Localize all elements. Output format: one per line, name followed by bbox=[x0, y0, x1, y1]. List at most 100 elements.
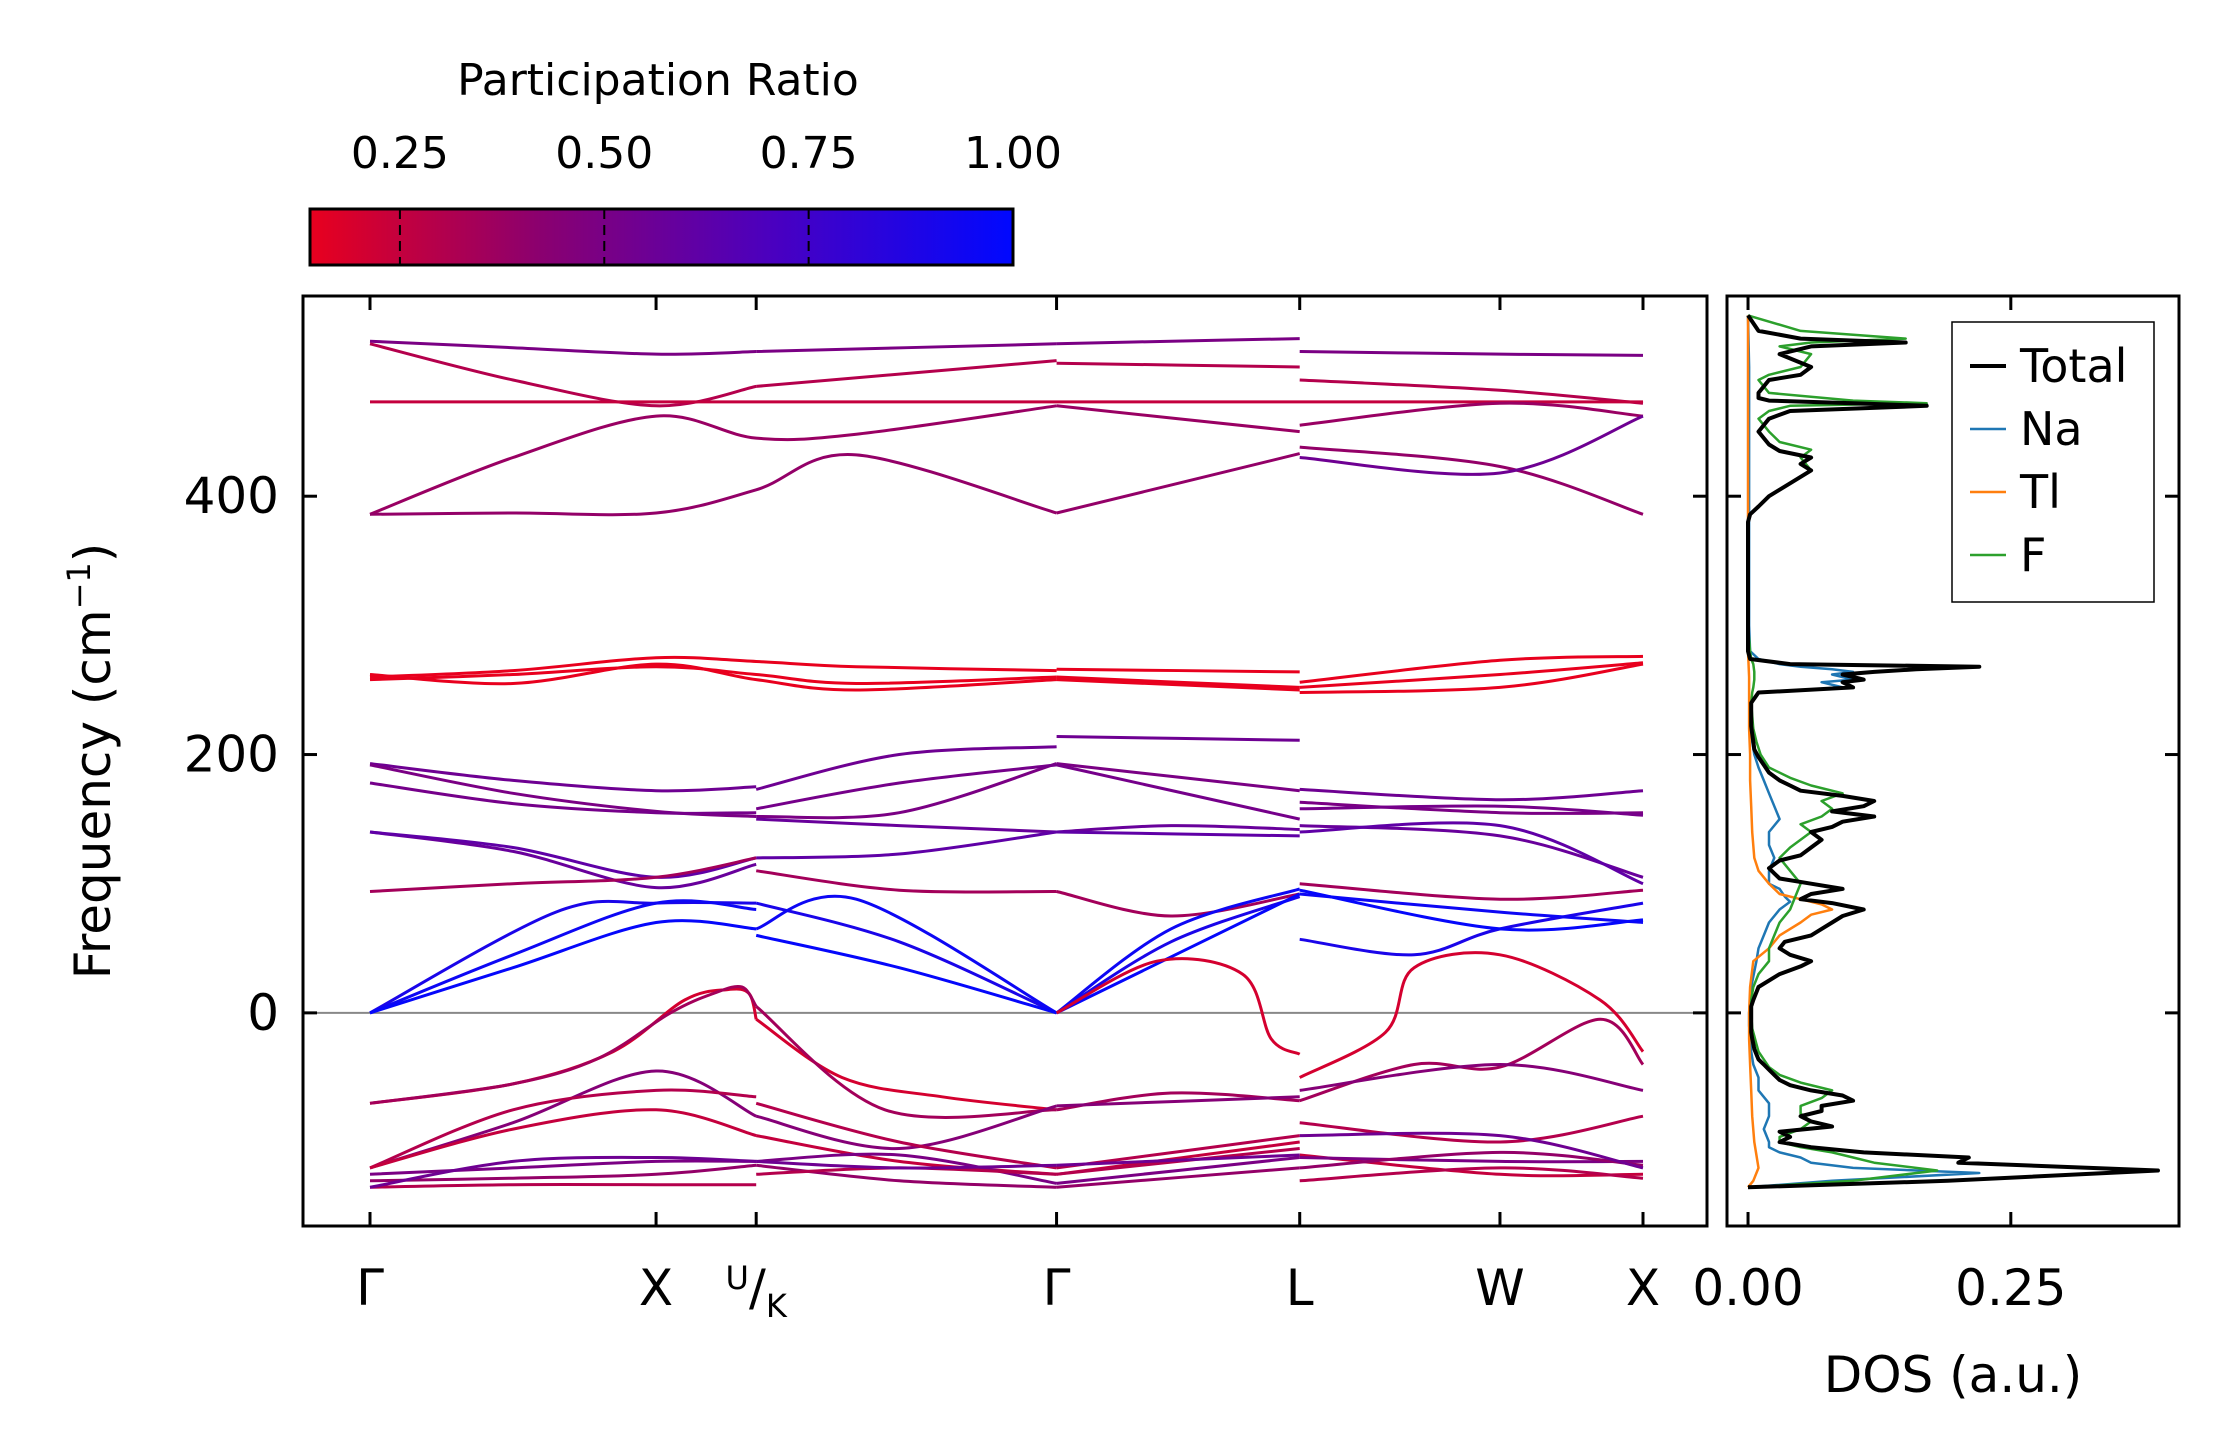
phonon-band-segment bbox=[755, 763, 1057, 811]
phonon-band-segment bbox=[1299, 661, 1644, 689]
phonon-band-segment bbox=[1056, 452, 1301, 515]
phonon-band-segment bbox=[369, 453, 1058, 517]
phonon-band-segment bbox=[1299, 787, 1644, 802]
phonon-band-segment bbox=[1056, 824, 1300, 834]
phonon-band-segment bbox=[1056, 830, 1300, 838]
colorbar-title: Participation Ratio bbox=[457, 55, 859, 106]
phonon-band-segment bbox=[369, 1163, 757, 1183]
phonon-band-segment bbox=[1299, 901, 1644, 957]
phonon-bands bbox=[369, 337, 1645, 1189]
phonon-band-segment bbox=[756, 817, 1057, 834]
colorbar-gradient bbox=[308, 207, 1015, 267]
phonon-band-segment bbox=[369, 404, 1057, 516]
colorbar-tick-label: 0.50 bbox=[555, 128, 653, 179]
phonon-band-segment bbox=[1298, 951, 1645, 1079]
dos-curve-total bbox=[1746, 314, 2160, 1190]
phonon-band-segment bbox=[369, 1155, 757, 1189]
dos-axes-frame bbox=[1725, 294, 2181, 1228]
colorbar-tick-label: 0.75 bbox=[760, 128, 858, 179]
phonon-band-segment bbox=[1299, 821, 1644, 886]
phonon-band-segment bbox=[369, 987, 758, 1105]
phonon-band-segment bbox=[369, 781, 757, 815]
phonon-band-segment bbox=[1299, 445, 1644, 516]
phonon-band-segment bbox=[755, 933, 1058, 1015]
phonon-band-segment bbox=[756, 830, 1057, 860]
phonon-band-segment bbox=[756, 1159, 1057, 1170]
band-y-axis-label: Frequency (cm−1) bbox=[60, 543, 122, 980]
phonon-band-segment bbox=[1299, 350, 1644, 357]
colorbar-ticks: 0.25 0.50 0.75 1.00 bbox=[351, 128, 1062, 265]
phonon-band-segment bbox=[1055, 892, 1301, 1015]
phonon-band-segment bbox=[1056, 361, 1300, 369]
phonon-band-segment bbox=[755, 901, 1058, 1015]
phonon-band-segment bbox=[756, 1152, 1057, 1185]
dos-y-ticks bbox=[1727, 494, 2179, 1015]
phonon-band-segment bbox=[755, 1018, 1057, 1112]
band-structure-panel: 0 200 400 Γ X U/K Γ L W X Frequency (cm−1) bbox=[60, 294, 1709, 1325]
phonon-band-segment bbox=[1299, 804, 1644, 817]
phonon-band-segment bbox=[1299, 654, 1644, 684]
phonon-band-segment bbox=[1299, 401, 1644, 427]
legend-label-tl: Tl bbox=[2019, 465, 2061, 519]
phonon-band-segment bbox=[755, 1101, 1057, 1170]
phonon-band-segment bbox=[755, 1005, 1057, 1119]
k-point-label: Γ bbox=[356, 1259, 384, 1317]
k-point-label: W bbox=[1475, 1259, 1524, 1317]
band-y-tick-label: 400 bbox=[184, 467, 279, 525]
legend-label-na: Na bbox=[2020, 402, 2083, 456]
phonon-band-segment bbox=[1299, 1150, 1644, 1170]
phonon-band-segment bbox=[755, 894, 1058, 1015]
phonon-band-segment bbox=[1056, 1166, 1300, 1189]
phonon-band-segment bbox=[1055, 895, 1301, 1015]
phonon-band-segment bbox=[1056, 404, 1300, 434]
y-label-superscript: −1 bbox=[60, 562, 98, 609]
band-y-tick-label: 200 bbox=[184, 726, 279, 784]
phonon-band-segment bbox=[756, 359, 1057, 388]
band-axes-frame bbox=[301, 294, 1709, 1228]
k-label-separator: / bbox=[749, 1259, 766, 1317]
phonon-band-segment bbox=[1055, 957, 1301, 1056]
phonon-band-segment bbox=[1299, 662, 1644, 694]
colorbar-tick-label: 0.25 bbox=[351, 128, 449, 179]
phonon-band-segment bbox=[1299, 1166, 1644, 1183]
phonon-band-segment bbox=[369, 763, 757, 818]
phonon-band-segment bbox=[1299, 1114, 1644, 1144]
y-label-close: ) bbox=[64, 543, 122, 563]
y-label-main: Frequency (cm bbox=[64, 609, 122, 979]
phonon-band-segment bbox=[1299, 882, 1644, 901]
phonon-band-segment bbox=[1056, 1156, 1300, 1185]
phonon-band-segment bbox=[1055, 887, 1301, 1015]
dos-legend: Total Na Tl F bbox=[1951, 321, 2155, 603]
phonon-band-segment bbox=[369, 830, 757, 879]
phonon-band-segment bbox=[1299, 378, 1644, 405]
phonon-band-segment bbox=[369, 985, 758, 1105]
band-y-tick-label: 0 bbox=[247, 984, 279, 1042]
phonon-band-segment bbox=[369, 1088, 757, 1170]
k-label-lower: K bbox=[766, 1287, 788, 1325]
phonon-band-segment bbox=[369, 1108, 757, 1170]
dos-panel: 0.00 0.25 DOS (a.u.) Total Na Tl F bbox=[1692, 294, 2181, 1404]
phonon-band-segment bbox=[369, 662, 1057, 692]
k-point-label: U/K bbox=[726, 1259, 788, 1325]
phonon-band-segment bbox=[1299, 888, 1644, 932]
k-point-label: L bbox=[1286, 1259, 1314, 1317]
k-label-upper: U bbox=[726, 1259, 749, 1297]
dos-x-tick-label: 0.25 bbox=[1955, 1259, 2066, 1317]
phonon-band-segment bbox=[369, 1159, 757, 1176]
phonon-band-segment bbox=[369, 919, 757, 1015]
k-point-label: X bbox=[1626, 1259, 1660, 1317]
phonon-band-segment bbox=[1299, 824, 1644, 879]
band-k-ticks: Γ X U/K Γ L W X bbox=[356, 296, 1660, 1325]
phonon-band-segment bbox=[1056, 762, 1300, 793]
phonon-band-segment bbox=[369, 762, 757, 793]
dos-x-axis-label: DOS (a.u.) bbox=[1824, 1346, 2083, 1404]
phonon-band-segment bbox=[369, 899, 757, 1015]
phonon-band-segment bbox=[369, 1182, 757, 1189]
phonon-band-segment bbox=[756, 762, 1058, 820]
phonon-band-segment bbox=[369, 339, 757, 356]
phonon-band-segment bbox=[755, 869, 1057, 894]
band-y-ticks: 0 200 400 bbox=[184, 467, 1707, 1042]
colorbar: Participation Ratio 0.25 0.50 0.75 1.00 bbox=[308, 55, 1062, 267]
phonon-band-segment bbox=[369, 899, 757, 1015]
